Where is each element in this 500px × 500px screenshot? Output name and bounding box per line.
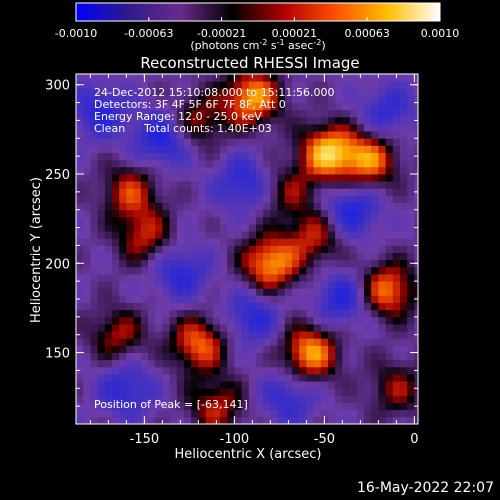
x-axis: -150 -100 -50 0 — [89, 74, 419, 447]
algorithm-text: Clean — [94, 122, 125, 135]
y-tick-label: 200 — [45, 257, 70, 272]
x-tick-label: 0 — [410, 432, 418, 447]
time-range-text: 24-Dec-2012 15:10:08.000 to 15:11:56.000 — [94, 86, 335, 99]
colorbar-ticks: -0.0010 -0.00063 -0.00021 0.00021 0.00063 0.0… — [55, 17, 459, 40]
x-tick-label: -50 — [314, 432, 335, 447]
plot-frame — [75, 73, 419, 425]
colorbar-tick-label: -0.0010 — [55, 27, 97, 40]
timestamp-footer: 16-May-2022 22:07 — [356, 480, 494, 496]
energy-range-text: Energy Range: 12.0 - 25.0 keV — [94, 110, 262, 123]
image-info: 24-Dec-2012 15:10:08.000 to 15:11:56.000… — [94, 86, 335, 135]
colorbar-tick-label: -0.00063 — [124, 27, 173, 40]
colorbar-tick-label: 0.00063 — [344, 27, 390, 40]
total-counts-text: Total counts: 1.40E+03 — [143, 122, 272, 135]
colorbar-tick-label: -0.00021 — [197, 27, 246, 40]
x-axis-label: Heliocentric X (arcsec) — [175, 447, 322, 462]
y-tick-label: 250 — [45, 168, 70, 183]
colorbar-tick-label: 0.00021 — [272, 27, 318, 40]
peak-position-text: Position of Peak = [-63,141] — [94, 398, 248, 411]
rhessi-image — [76, 74, 418, 424]
y-axis: 150 200 250 300 — [45, 79, 418, 407]
y-tick-label: 150 — [45, 347, 70, 362]
colorbar-gradient — [75, 2, 441, 22]
colorbar-tick-label: 0.0010 — [421, 27, 460, 40]
colorbar-units: (photons cm-2 s-1 asec-2) — [190, 38, 325, 52]
y-tick-label: 300 — [45, 79, 70, 94]
x-tick-label: -100 — [220, 432, 250, 447]
plot-title: Reconstructed RHESSI Image — [140, 54, 359, 72]
y-axis-label: Heliocentric Y (arcsec) — [29, 177, 44, 323]
x-tick-label: -150 — [130, 432, 160, 447]
colorbar: -0.0010 -0.00063 -0.00021 0.00021 0.00063 0.0… — [55, 2, 459, 52]
detectors-text: Detectors: 3F 4F 5F 6F 7F 8F, Att 0 — [94, 98, 286, 111]
